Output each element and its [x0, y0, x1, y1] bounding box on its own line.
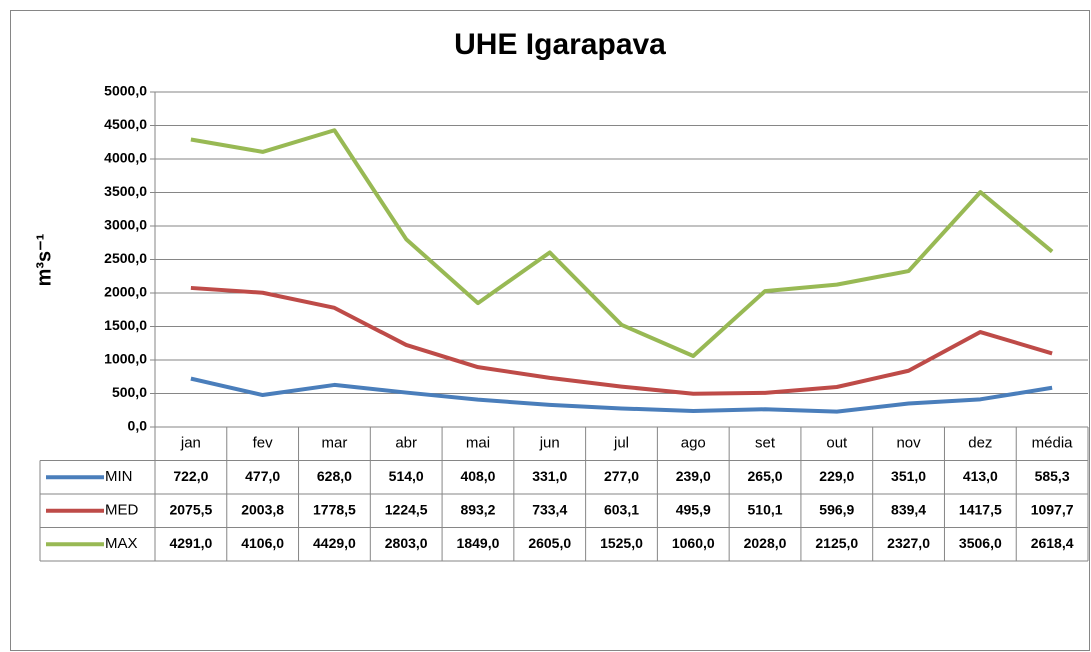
table-cell: 265,0	[748, 468, 783, 484]
table-cell: 628,0	[317, 468, 352, 484]
y-tick-label: 3000,0	[104, 217, 147, 233]
table-cell: 2618,4	[1031, 535, 1074, 551]
y-axis-label: m³s⁻¹	[33, 233, 55, 286]
chart-border	[10, 10, 1090, 651]
table-cell: 3506,0	[959, 535, 1002, 551]
y-tick-label: 2500,0	[104, 250, 147, 266]
x-tick-label: mar	[322, 435, 348, 452]
legend-label: MIN	[105, 468, 133, 485]
table-cell: 1417,5	[959, 501, 1002, 517]
y-tick-label: 4000,0	[104, 150, 147, 166]
table-cell: 477,0	[245, 468, 280, 484]
x-tick-label: nov	[896, 435, 921, 452]
y-tick-label: 3500,0	[104, 183, 147, 199]
table-cell: 408,0	[460, 468, 495, 484]
x-tick-label: mai	[466, 435, 490, 452]
table-cell: 1224,5	[385, 501, 428, 517]
y-tick-label: 5000,0	[104, 83, 147, 99]
y-tick-label: 500,0	[112, 384, 147, 400]
table-cell: 1525,0	[600, 535, 643, 551]
x-tick-label: média	[1032, 435, 1074, 452]
table-cell: 2605,0	[528, 535, 571, 551]
table-cell: 1849,0	[457, 535, 500, 551]
table-cell: 2803,0	[385, 535, 428, 551]
table-cell: 495,9	[676, 501, 711, 517]
table-cell: 4429,0	[313, 535, 356, 551]
table-cell: 585,3	[1035, 468, 1070, 484]
x-tick-label: abr	[395, 435, 417, 452]
x-tick-label: out	[826, 435, 848, 452]
x-tick-label: ago	[681, 435, 706, 452]
table-cell: 2028,0	[744, 535, 787, 551]
table-cell: 331,0	[532, 468, 567, 484]
table-cell: 229,0	[819, 468, 854, 484]
table-cell: 893,2	[460, 501, 495, 517]
table-cell: 1060,0	[672, 535, 715, 551]
y-tick-label: 1500,0	[104, 317, 147, 333]
series-line	[190, 128, 1054, 358]
chart-title: UHE Igarapava	[454, 28, 666, 61]
table-cell: 603,1	[604, 501, 639, 517]
table-cell: 510,1	[748, 501, 783, 517]
x-tick-label: jan	[180, 435, 201, 452]
table-cell: 839,4	[891, 501, 926, 517]
x-tick-label: fev	[253, 435, 274, 452]
table-cell: 2003,8	[241, 501, 284, 517]
table-cell: 733,4	[532, 501, 567, 517]
table-cell: 596,9	[819, 501, 854, 517]
table-cell: 239,0	[676, 468, 711, 484]
series-line	[190, 285, 1053, 396]
table-cell: 4106,0	[241, 535, 284, 551]
table-cell: 1097,7	[1031, 501, 1074, 517]
legend-label: MED	[105, 502, 139, 519]
y-tick-label: 0,0	[128, 418, 148, 434]
table-cell: 413,0	[963, 468, 998, 484]
table-cell: 1778,5	[313, 501, 356, 517]
x-tick-label: dez	[968, 435, 992, 452]
table-cell: 514,0	[389, 468, 424, 484]
y-tick-label: 4500,0	[104, 116, 147, 132]
table-cell: 351,0	[891, 468, 926, 484]
series-line	[190, 376, 1053, 414]
table-cell: 2125,0	[815, 535, 858, 551]
x-tick-label: jun	[539, 435, 560, 452]
table-cell: 4291,0	[169, 535, 212, 551]
x-tick-label: set	[755, 435, 776, 452]
table-cell: 2327,0	[887, 535, 930, 551]
y-tick-label: 2000,0	[104, 284, 147, 300]
legend-label: MAX	[105, 535, 138, 552]
x-tick-label: jul	[613, 435, 629, 452]
table-cell: 722,0	[173, 468, 208, 484]
table-cell: 2075,5	[169, 501, 212, 517]
y-tick-label: 1000,0	[104, 351, 147, 367]
table-cell: 277,0	[604, 468, 639, 484]
